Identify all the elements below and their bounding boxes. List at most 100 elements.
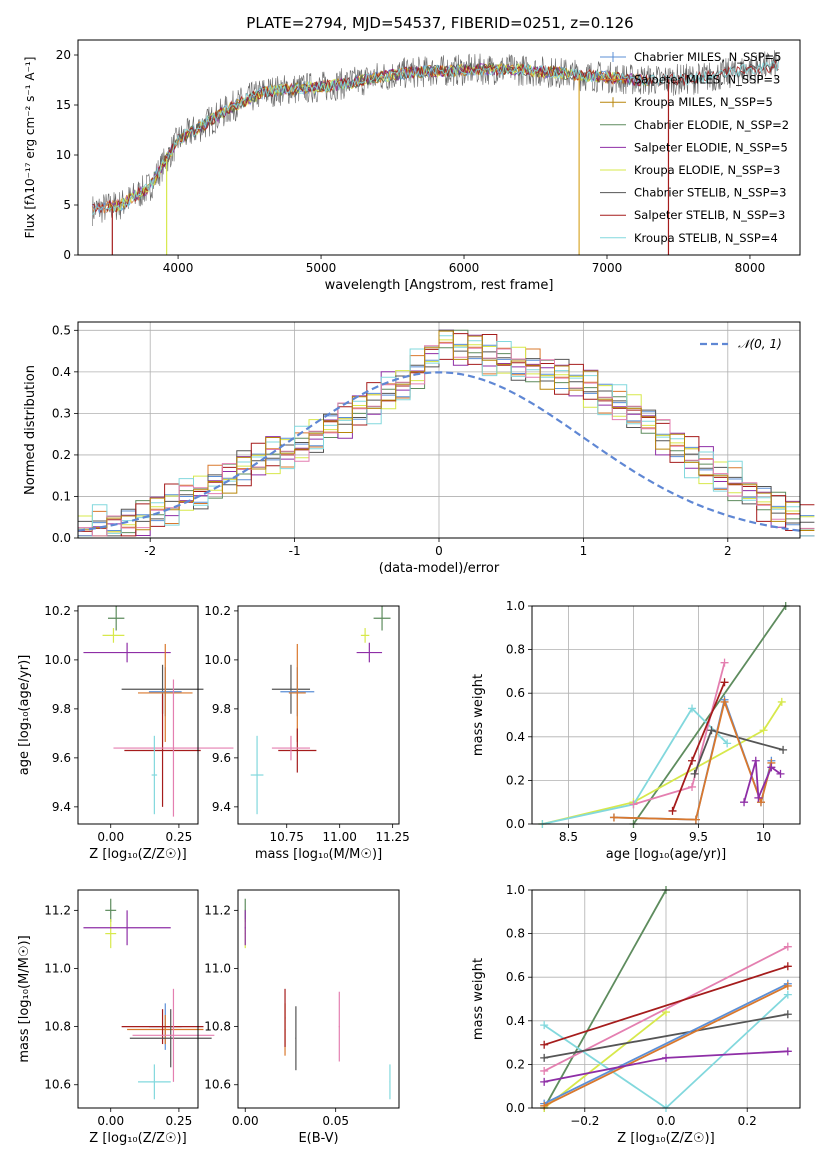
y-tick-label: 10.0 [44,653,71,667]
weight-marker [759,726,768,735]
y-tick-label: 0.2 [52,448,71,462]
axes-frame [531,889,801,1109]
weight-marker [609,813,618,822]
y-tick-label: 1.0 [506,883,525,897]
histogram-series [78,329,815,537]
weight-line [542,707,728,825]
legend-label: Chabrier MILES, N_SSP=5 [634,50,781,64]
y-tick-label: 9.6 [52,751,71,765]
legend-label: Kroupa MILES, N_SSP=5 [634,95,773,109]
weight-marker [540,1077,549,1086]
weight-marker [783,981,792,990]
legend-label: Chabrier STELIB, N_SSP=3 [634,186,786,200]
weight-line [542,701,783,825]
y-tick-label: 0.8 [506,927,525,941]
legend-label: Salpeter STELIB, N_SSP=3 [634,208,785,222]
y-tick-label: 0.4 [506,730,525,744]
y-tick-label: 10.6 [44,1078,71,1092]
y-tick-label: 10.0 [204,653,231,667]
weight-marker [751,756,760,765]
y-tick-label: 0.4 [52,365,71,379]
y-tick-label: 11.2 [204,903,231,917]
y-tick-label: 9.8 [212,702,231,716]
weight-line [543,965,789,1046]
weight-marker [540,1053,549,1062]
y-tick-label: 10.2 [204,604,231,618]
legend-label: Salpeter ELODIE, N_SSP=5 [634,140,788,154]
weight-marker [783,1047,792,1056]
weight-marker [688,704,697,713]
y-tick-label: 9.6 [212,751,231,765]
axes-frame [237,889,400,1109]
normal-curve [77,371,801,532]
weight-marker [720,658,729,667]
x-tick-label: 7000 [592,261,623,275]
x-axis-label: (data-model)/error [379,561,500,576]
y-tick-label: 10.2 [44,604,71,618]
weight-line [543,1011,667,1109]
weight-marker [783,942,792,951]
x-tick-label: 0.25 [166,1114,193,1128]
weight-line [543,982,789,1105]
weight-marker [740,798,749,807]
y-axis-label: Normed distribution [23,365,38,495]
y-tick-label: 10 [56,148,71,162]
spectrum-model-salpeter-elodie [106,63,650,213]
y-tick-label: 11.0 [44,961,71,975]
weight-marker [540,1021,549,1030]
y-tick-label: 5 [63,198,71,212]
y-tick-label: 10.8 [204,1020,231,1034]
weight-marker [756,798,765,807]
y-tick-label: 20 [56,48,71,62]
x-tick-label: 0.2 [738,1114,757,1128]
histogram-series [78,342,815,537]
weight-vs-Z-axes: −0.2 0.0 0.2 0.0 0.2 0.4 0.6 0.8 1.0 Z [log₁₀(Z/Z… [471,883,800,1146]
weight-marker [629,800,638,809]
weight-marker [690,769,699,778]
histogram-series [78,329,815,537]
y-tick-label: 0.0 [52,531,71,545]
legend-label: 𝒩(0, 1) [738,337,782,351]
weight-marker [783,962,792,971]
y-tick-label: 0.8 [506,643,525,657]
y-axis-label: Flux [fλ10⁻¹⁷ erg cm⁻² s⁻¹ A⁻¹] [23,57,37,239]
x-tick-label: 8000 [735,261,766,275]
y-tick-label: 0.2 [506,773,525,787]
y-tick-label: 0.4 [506,1014,525,1028]
y-tick-label: 9.8 [52,702,71,716]
x-tick-label: 2 [724,544,732,558]
y-axis-label: mass [log₁₀(M/M☉)] [17,935,32,1062]
weight-marker [707,726,716,735]
spectrum-axes: 4000 5000 6000 7000 8000 0 5 10 15 20 wavelength [… [23,48,765,293]
y-tick-label: 10.6 [204,1078,231,1092]
x-tick-label: -1 [289,544,301,558]
x-axis-label: mass [log₁₀(M/M☉)] [255,847,382,862]
figure-title: PLATE=2794, MJD=54537, FIBERID=0251, z=0… [246,14,633,32]
x-axis-label: E(B-V) [298,1131,338,1146]
weight-marker [691,815,700,824]
y-tick-label: 9.4 [212,800,231,814]
y-tick-label: 0.1 [52,489,71,503]
age-vs-mass-axes: 10.75 11.00 11.25 9.4 9.6 9.8 10.0 10.2 mass [lo… [204,604,410,862]
axes-frame [77,321,801,539]
weight-marker [688,756,697,765]
x-tick-label: −0.2 [570,1114,599,1128]
y-tick-label: 0.0 [506,1101,525,1115]
x-axis-label: wavelength [Angstrom, rest frame] [325,278,554,293]
legend-label: Kroupa ELODIE, N_SSP=3 [634,163,780,177]
x-tick-label: 0.0 [656,1114,675,1128]
x-tick-label: 11.25 [375,830,409,844]
y-axis-label: age [log₁₀(age/yr)] [17,655,32,776]
y-tick-label: 0 [63,248,71,262]
histogram-series [78,335,815,537]
weight-line [543,889,667,1109]
y-tick-label: 11.2 [44,903,71,917]
x-tick-label: 0.05 [322,1114,349,1128]
axes-frame [531,605,801,825]
mass-vs-Z-axes: 0.00 0.25 10.6 10.8 11.0 11.2 Z [log₁₀(Z/Z☉)] m… [17,903,192,1146]
histogram-series [78,339,815,537]
x-tick-label: 0.00 [232,1114,259,1128]
x-tick-label: 9.5 [689,830,708,844]
weight-marker [720,697,729,706]
